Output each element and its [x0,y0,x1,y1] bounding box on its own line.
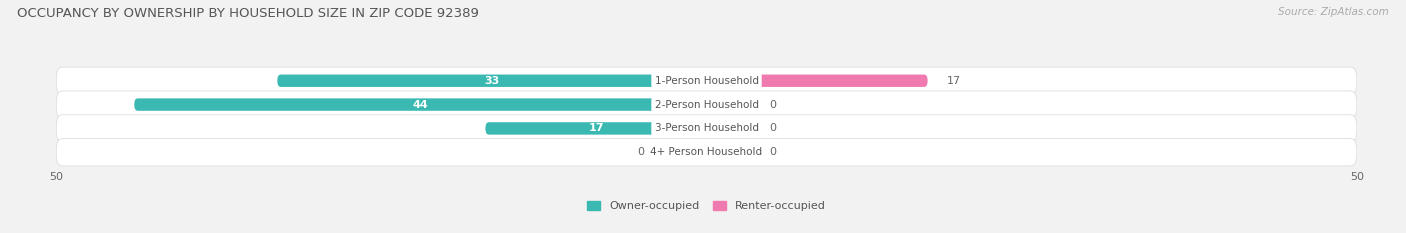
Text: 17: 17 [588,123,603,134]
Text: 0: 0 [769,99,776,110]
Text: 17: 17 [948,76,962,86]
FancyBboxPatch shape [56,67,1357,94]
Legend: Owner-occupied, Renter-occupied: Owner-occupied, Renter-occupied [582,196,831,216]
Text: Source: ZipAtlas.com: Source: ZipAtlas.com [1278,7,1389,17]
FancyBboxPatch shape [707,123,759,133]
FancyBboxPatch shape [654,147,707,157]
FancyBboxPatch shape [277,75,707,87]
FancyBboxPatch shape [56,139,1357,166]
Text: 3-Person Household: 3-Person Household [655,123,758,134]
Text: 0: 0 [769,123,776,134]
Text: 2-Person Household: 2-Person Household [655,99,758,110]
Text: 0: 0 [769,147,776,157]
FancyBboxPatch shape [707,100,759,110]
FancyBboxPatch shape [707,75,928,87]
FancyBboxPatch shape [56,115,1357,142]
Text: 44: 44 [412,99,429,110]
FancyBboxPatch shape [707,147,759,157]
Text: 1-Person Household: 1-Person Household [655,76,758,86]
Text: 33: 33 [484,76,499,86]
Text: 4+ Person Household: 4+ Person Household [651,147,762,157]
FancyBboxPatch shape [56,91,1357,118]
Text: 0: 0 [637,147,644,157]
Text: OCCUPANCY BY OWNERSHIP BY HOUSEHOLD SIZE IN ZIP CODE 92389: OCCUPANCY BY OWNERSHIP BY HOUSEHOLD SIZE… [17,7,479,20]
FancyBboxPatch shape [485,122,707,135]
FancyBboxPatch shape [135,98,707,111]
